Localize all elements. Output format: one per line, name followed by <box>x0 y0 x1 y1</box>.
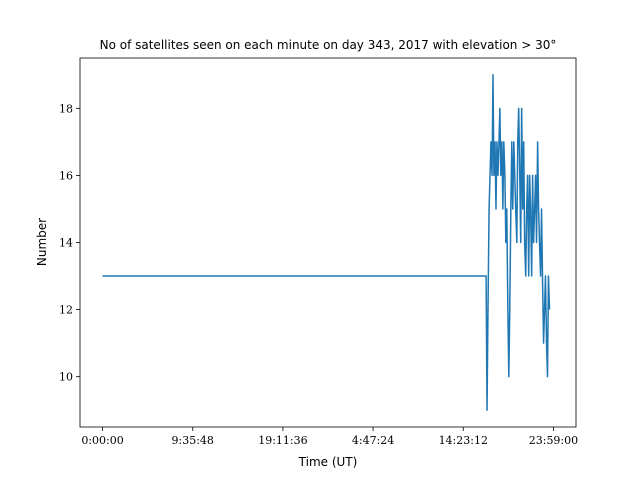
x-tick-label: 4:47:24 <box>352 434 394 447</box>
y-axis-label: Number <box>35 218 49 266</box>
x-tick-label: 0:00:00 <box>81 434 123 447</box>
y-tick-label: 16 <box>59 169 73 182</box>
y-tick-label: 10 <box>59 371 73 384</box>
y-tick-label: 14 <box>59 237 73 250</box>
chart-title: No of satellites seen on each minute on … <box>100 38 557 52</box>
y-tick-label: 12 <box>59 304 73 317</box>
x-tick-label: 14:23:12 <box>439 434 488 447</box>
x-axis-label: Time (UT) <box>298 455 358 469</box>
x-tick-label: 23:59:00 <box>529 434 578 447</box>
x-tick-label: 19:11:36 <box>258 434 307 447</box>
y-tick-label: 18 <box>59 102 73 115</box>
plot-frame <box>79 57 577 428</box>
x-tick-label: 9:35:48 <box>172 434 214 447</box>
data-line <box>102 74 551 411</box>
